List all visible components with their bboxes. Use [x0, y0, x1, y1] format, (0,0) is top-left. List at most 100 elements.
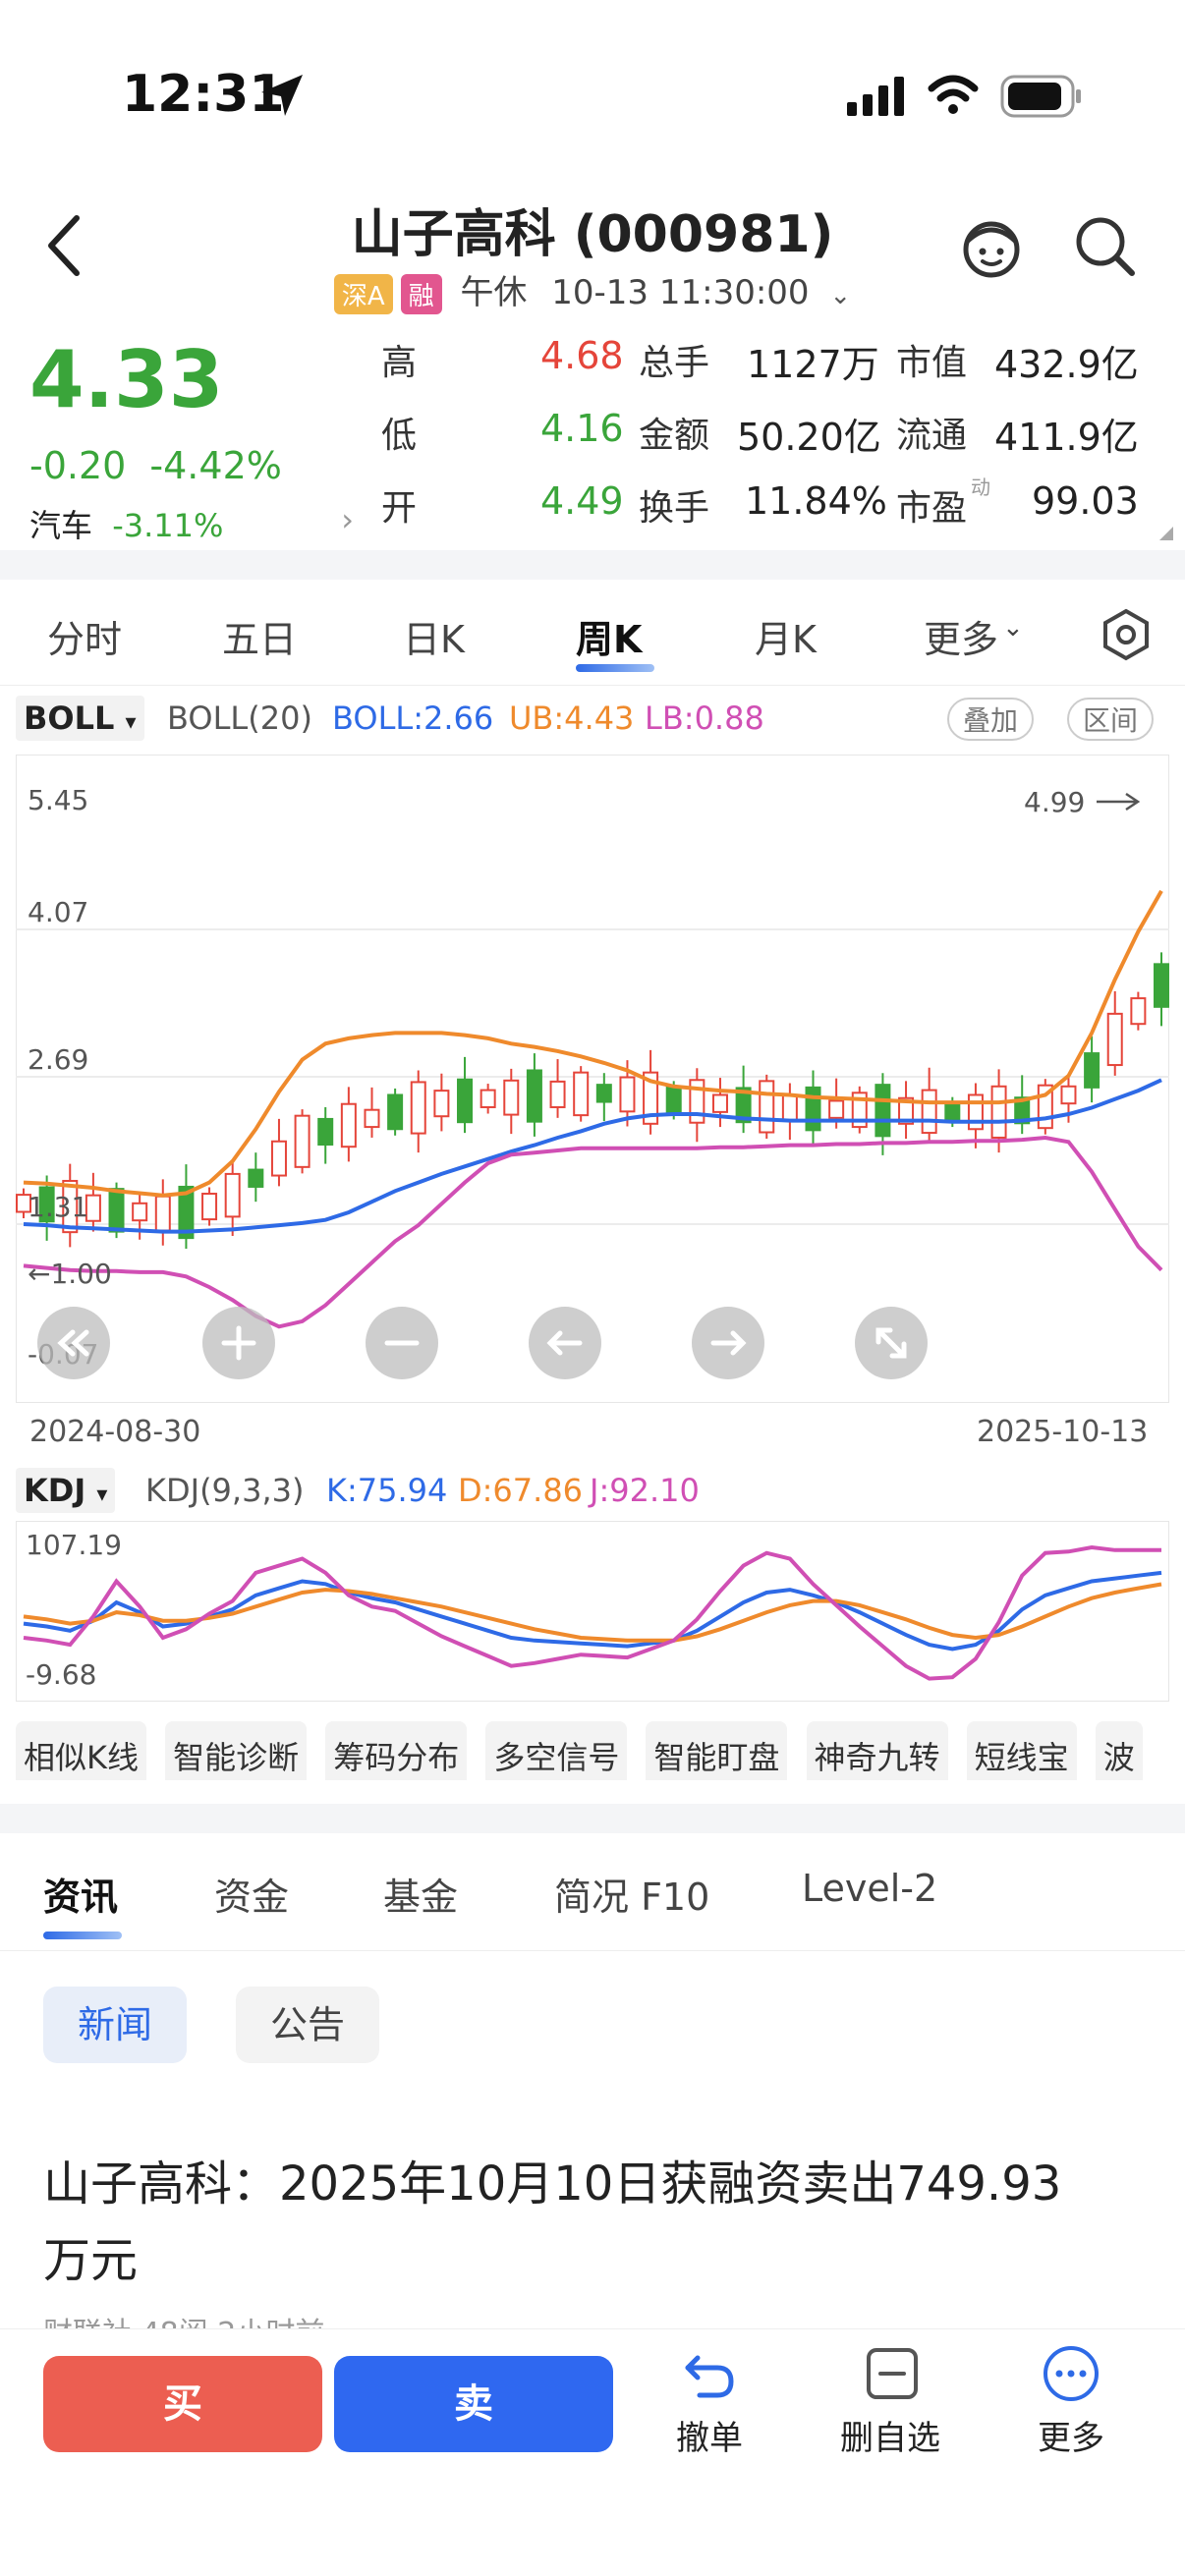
candle-body [16, 1194, 31, 1213]
tool-magic-nine[interactable]: 神奇九转 [806, 1721, 948, 1780]
active-tab-indicator [576, 664, 654, 672]
assistant-avatar-icon[interactable] [957, 212, 1026, 281]
tab-weekly-k[interactable]: 周K [576, 618, 643, 661]
candle-body [410, 1081, 426, 1135]
boll-params: BOLL(20) [167, 700, 312, 737]
boll-ub-line [23, 889, 1163, 1198]
chart-frame [16, 755, 1169, 1403]
filter-news[interactable]: 新闻 [43, 1987, 187, 2063]
double-chevron-left-icon [57, 1329, 89, 1357]
back-icon[interactable] [43, 214, 83, 277]
candle-body [595, 1084, 612, 1103]
kdj-lines [23, 1544, 1162, 1681]
session-status: 午休 [460, 273, 528, 312]
tab-intraday[interactable]: 分时 [47, 618, 123, 661]
boll-lb-line [23, 1135, 1163, 1329]
news-headline-cont: 万元 [43, 2233, 139, 2288]
quote-value: 411.9亿 [994, 416, 1139, 459]
fullscreen-button[interactable] [855, 1307, 928, 1379]
more-actions-label: 更多 [1038, 2419, 1104, 2458]
scroll-left-fast-button[interactable] [37, 1307, 110, 1379]
tab-monthly-k[interactable]: 月K [755, 618, 817, 661]
more-dots-icon [1044, 2346, 1099, 2401]
market-badge: 深A [333, 274, 393, 314]
wifi-icon [928, 75, 979, 114]
tool-chips: 相似K线 智能诊断 筹码分布 多空信号 智能盯盘 神奇九转 短线宝 波 [16, 1721, 1185, 1780]
kdj-j-line [23, 1544, 1162, 1681]
tab-daily-k[interactable]: 日K [403, 618, 465, 661]
news-item[interactable]: 山子高科：2025年10月10日获融资卖出749.93 万元 财联社 48阅 2… [43, 2142, 1163, 2352]
tab-news[interactable]: 资讯 [43, 1876, 119, 1919]
zoom-in-button[interactable] [202, 1307, 275, 1379]
tool-smart-watch[interactable]: 智能盯盘 [646, 1721, 788, 1780]
tab-f10[interactable]: 简况 F10 [554, 1876, 710, 1919]
settings-icon[interactable] [1099, 607, 1154, 662]
candle-body [711, 1093, 728, 1113]
filter-announcement[interactable]: 公告 [236, 1987, 379, 2063]
candle-body [851, 1092, 868, 1129]
change-value: -0.20 [29, 444, 127, 487]
tab-five-day[interactable]: 五日 [222, 618, 298, 661]
location-arrow-icon [261, 75, 303, 116]
cancel-order-button[interactable]: 撤单 [631, 2344, 788, 2462]
tool-diagnosis[interactable]: 智能诊断 [165, 1721, 308, 1780]
tool-short-term[interactable]: 短线宝 [966, 1721, 1077, 1780]
candle-body [503, 1079, 520, 1116]
indicator-selector[interactable]: BOLL ▾ [16, 696, 144, 741]
candle-body [201, 1193, 218, 1221]
kdj-selector[interactable]: KDJ ▾ [16, 1468, 116, 1513]
buy-button[interactable]: 买 [43, 2356, 322, 2452]
sector-link[interactable]: 汽车 -3.11% › [29, 501, 354, 546]
quote-value: 4.68 [540, 334, 624, 377]
scroll-right-button[interactable] [692, 1307, 764, 1379]
kline-chart[interactable]: 5.454.072.691.31-0.07 ←1.00 4.99 [16, 755, 1169, 1403]
status-time: 12:31 [122, 65, 285, 124]
more-actions-button[interactable]: 更多 [992, 2344, 1150, 2462]
candle-body [619, 1076, 636, 1113]
kdj-name: KDJ [24, 1472, 86, 1509]
expand-corner-icon[interactable] [1159, 527, 1173, 540]
quote-label: 市盈 [896, 488, 968, 529]
boll-lines [23, 889, 1163, 1329]
tool-long-short-signal[interactable]: 多空信号 [485, 1721, 628, 1780]
tab-more[interactable]: 更多 [924, 618, 999, 661]
indicator-name: BOLL [24, 700, 115, 737]
stock-subline[interactable]: 深A 融 午休 10-13 11:30:00 ⌄ [0, 265, 1185, 314]
candle-body [967, 1093, 984, 1131]
scroll-left-button[interactable] [529, 1307, 601, 1379]
quote-row-open: 开 4.49 换手 11.84% 市盈 动 99.03 [381, 476, 1167, 538]
tab-fund[interactable]: 基金 [383, 1876, 459, 1919]
tool-wave[interactable]: 波 [1095, 1721, 1143, 1780]
search-icon[interactable] [1071, 212, 1140, 281]
remove-watchlist-button[interactable]: 删自选 [812, 2344, 969, 2462]
remove-watchlist-label: 删自选 [840, 2419, 940, 2458]
zoom-out-button[interactable] [366, 1307, 438, 1379]
tool-chip-distribution[interactable]: 筹码分布 [325, 1721, 468, 1780]
candle-body [480, 1089, 496, 1108]
range-button[interactable]: 区间 [1067, 698, 1155, 741]
quote-value: 11.84% [745, 479, 887, 523]
current-price: 4.33 [29, 334, 224, 425]
chart-grid [16, 928, 1169, 1225]
candle-body [735, 1087, 752, 1124]
candle-body [1106, 1012, 1123, 1067]
sell-button[interactable]: 卖 [334, 2356, 613, 2452]
tool-similar-k[interactable]: 相似K线 [16, 1721, 146, 1780]
quote-label: 高 [381, 343, 418, 383]
candle-body [224, 1172, 241, 1218]
tab-funds[interactable]: 资金 [214, 1876, 290, 1919]
chevron-right-icon: › [341, 501, 354, 538]
high-price-marker: 4.99 [1024, 786, 1085, 818]
candle-body [132, 1202, 148, 1222]
info-tab-indicator [43, 1932, 122, 1939]
overlay-button[interactable]: 叠加 [947, 698, 1035, 741]
section-divider [0, 1804, 1185, 1833]
kdj-chart[interactable]: 107.19 -9.68 [16, 1521, 1169, 1702]
candle-body [154, 1195, 171, 1232]
candle-body [828, 1099, 845, 1119]
undo-icon [685, 2355, 734, 2398]
candle-body [921, 1089, 937, 1135]
quote-label: 市值 [896, 343, 968, 383]
tab-level2[interactable]: Level-2 [802, 1867, 938, 1910]
candle-body [1130, 997, 1147, 1026]
